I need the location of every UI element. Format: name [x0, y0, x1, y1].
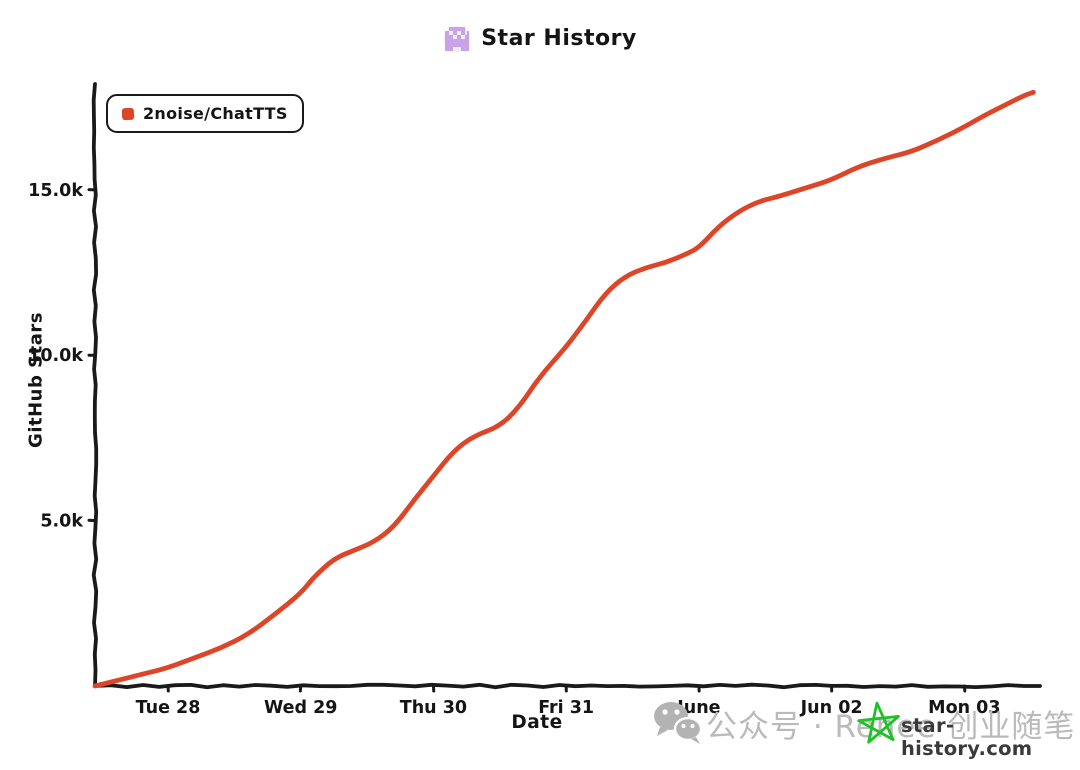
- series-line: [92, 89, 1036, 689]
- x-axis-title: Date: [511, 712, 563, 733]
- x-tick-label: Fri 31: [538, 698, 594, 718]
- chart-header: Star History: [0, 24, 1080, 53]
- y-tick-label: 5.0k: [40, 512, 83, 532]
- legend-marker: [121, 107, 135, 120]
- x-tick-label: Tue 28: [136, 698, 201, 718]
- site-watermark-text: star-history.com: [901, 714, 1033, 760]
- y-tick-label: 15.0k: [28, 181, 83, 201]
- star-history-logo-icon: [444, 25, 471, 53]
- y-tick-label: 10.0k: [28, 346, 83, 366]
- legend-label: 2noise/ChatTTS: [143, 104, 288, 123]
- chart-title: Star History: [481, 26, 637, 51]
- x-tick-label: Mon 03: [928, 698, 1000, 718]
- y-axis-line: [91, 82, 99, 688]
- x-tick-label: Wed 29: [264, 698, 338, 718]
- x-tick-label: Jun 02: [800, 698, 863, 718]
- x-tick-label: Thu 30: [400, 698, 467, 718]
- legend-box: 2noise/ChatTTS: [106, 94, 304, 133]
- wechat-icon: [654, 702, 703, 744]
- green-star-icon: [857, 701, 900, 744]
